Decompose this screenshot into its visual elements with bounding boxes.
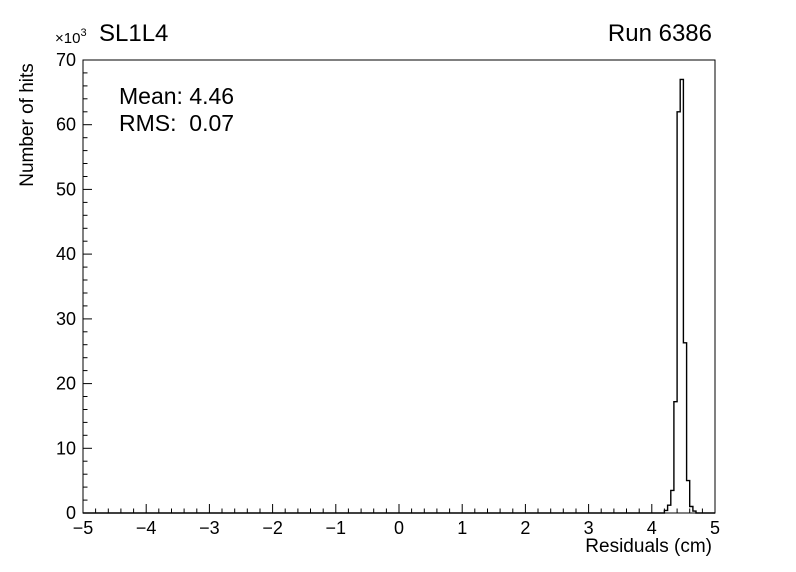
y-tick-label: 30 bbox=[56, 309, 76, 329]
x-tick-label: −1 bbox=[326, 518, 347, 538]
y-axis-exponent-power: 3 bbox=[80, 27, 86, 39]
x-tick-label: −5 bbox=[73, 518, 94, 538]
stat-mean: Mean: 4.46 bbox=[119, 83, 234, 109]
x-tick-label: −3 bbox=[199, 518, 220, 538]
x-axis-label: Residuals (cm) bbox=[585, 536, 712, 557]
axis-ticks bbox=[82, 59, 716, 514]
plot-title: SL1L4 bbox=[99, 20, 168, 47]
x-tick-label: 3 bbox=[584, 518, 594, 538]
x-tick-label: 4 bbox=[647, 518, 657, 538]
y-tick-label: 70 bbox=[56, 50, 76, 70]
x-tick-label: −4 bbox=[136, 518, 157, 538]
y-tick-label: 10 bbox=[56, 438, 76, 458]
y-tick-label: 20 bbox=[56, 374, 76, 394]
y-tick-label: 50 bbox=[56, 179, 76, 199]
x-tick-label: 0 bbox=[394, 518, 404, 538]
x-tick-label: 5 bbox=[710, 518, 720, 538]
y-axis-exponent: ×103 bbox=[55, 27, 87, 47]
histogram-line bbox=[83, 78, 715, 514]
x-tick-label: 2 bbox=[520, 518, 530, 538]
y-tick-label: 60 bbox=[56, 115, 76, 135]
x-tick-label: 1 bbox=[457, 518, 467, 538]
y-axis-exponent-base: ×10 bbox=[55, 30, 80, 47]
x-tick-label: −2 bbox=[262, 518, 283, 538]
y-tick-label: 0 bbox=[66, 503, 76, 523]
y-tick-label: 40 bbox=[56, 244, 76, 264]
y-axis-label: Number of hits bbox=[17, 63, 38, 187]
run-label: Run 6386 bbox=[608, 20, 712, 47]
stat-rms: RMS: 0.07 bbox=[119, 110, 234, 136]
